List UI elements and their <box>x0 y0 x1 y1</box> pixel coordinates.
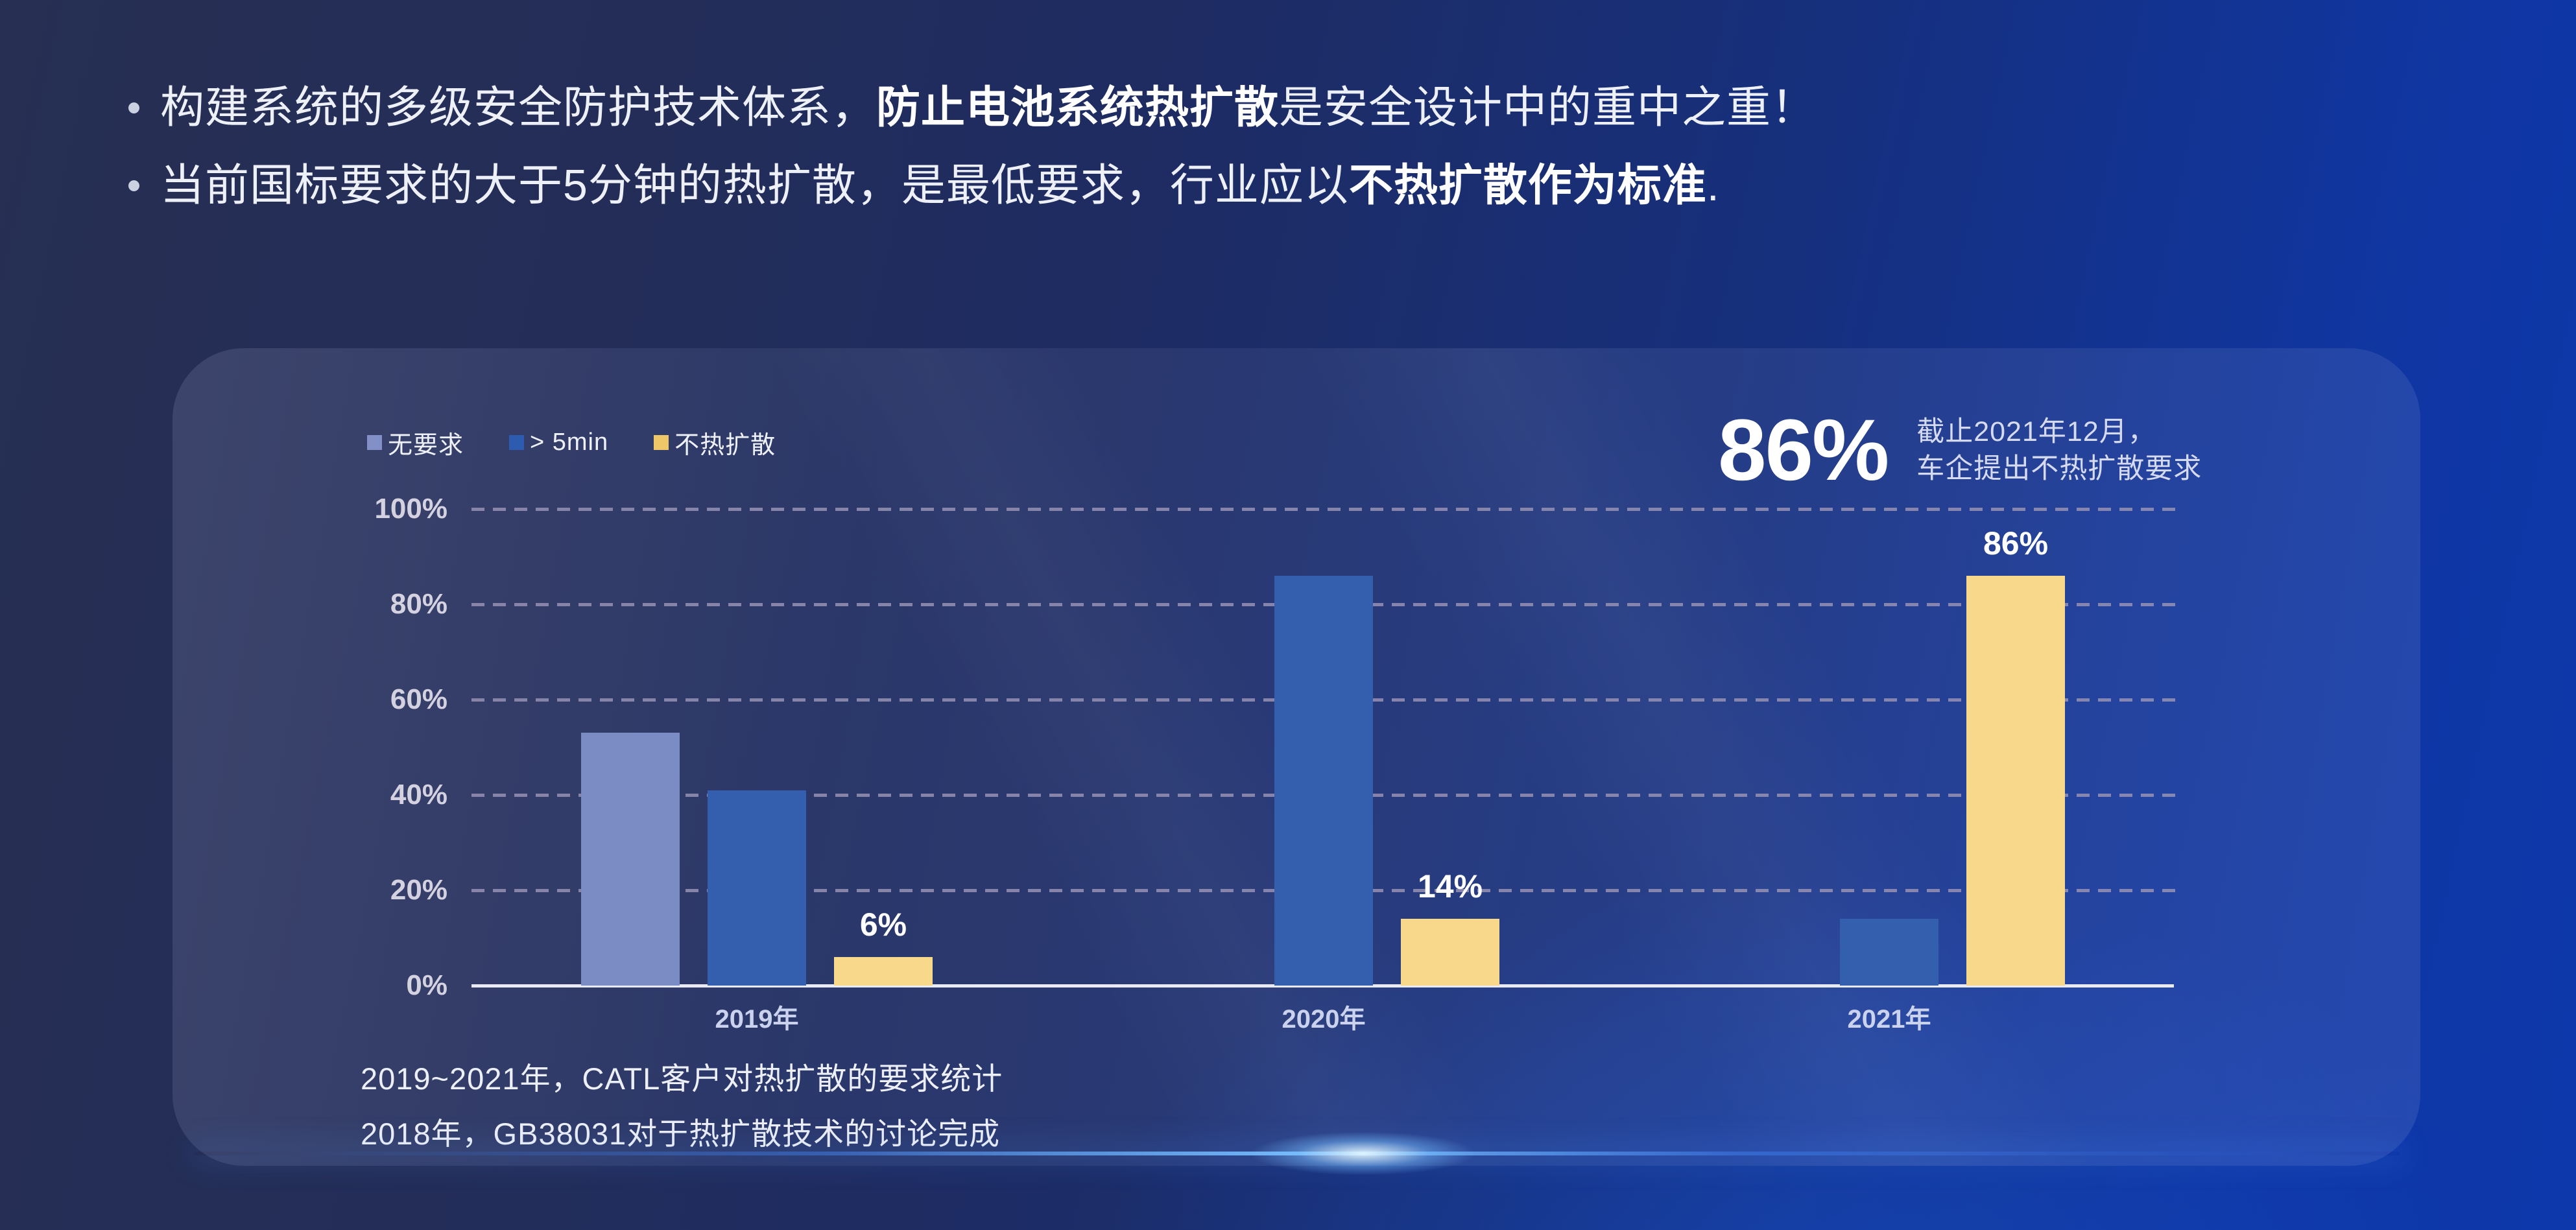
bar <box>581 733 680 986</box>
legend-item: 不热扩散 <box>654 425 776 460</box>
legend-item: 无要求 <box>367 425 464 460</box>
bullet-text-pre: 当前国标要求的大于5分钟的热扩散，是最低要求，行业应以 <box>160 161 1349 211</box>
gridline <box>471 508 2184 511</box>
callout-caption-line1: 截止2021年12月， <box>1916 416 2156 448</box>
chart-caption-line: 2018年，GB38031对于热扩散技术的讨论完成 <box>361 1117 1001 1151</box>
bottom-glow-divider <box>195 1132 2400 1175</box>
bar <box>1966 576 2065 986</box>
bar <box>1840 919 1938 986</box>
bullet-text-post: 是安全设计中的重中之重！ <box>1279 83 1817 132</box>
bullet-item: 当前国标要求的大于5分钟的热扩散，是最低要求，行业应以不热扩散作为标准. <box>128 161 1816 210</box>
bullet-text-bold: 防止电池系统热扩散 <box>876 83 1280 132</box>
chart-panel: 无要求 > 5min 不热扩散 86% 截止2021年12月， 车企提出不热扩散… <box>173 348 2420 1166</box>
chart-legend: 无要求 > 5min 不热扩散 <box>367 425 776 460</box>
legend-swatch-icon <box>654 435 669 450</box>
bullet-text-pre: 构建系统的多级安全防护技术体系， <box>160 83 877 132</box>
bullet-text: 构建系统的多级安全防护技术体系，防止电池系统热扩散是安全设计中的重中之重！ <box>160 83 1816 132</box>
bullet-dot-icon <box>128 180 139 192</box>
callout-caption-line2: 车企提出不热扩散要求 <box>1916 453 2202 484</box>
y-tick-label: 20% <box>390 874 447 906</box>
bullet-text-post: . <box>1706 161 1720 211</box>
bar-value-label: 86% <box>1983 525 2049 562</box>
bullet-text-bold: 不热扩散作为标准 <box>1348 161 1707 211</box>
highlight-callout: 86% 截止2021年12月， 车企提出不热扩散要求 <box>1718 388 2202 513</box>
legend-label: 不热扩散 <box>674 432 776 459</box>
bar-chart: 100% 80% 60% 40% 20% 0% 6% 14% 86% 2019年 2020年 2021… <box>173 348 2420 1166</box>
chart-caption-line: 2019~2021年，CATL客户对热扩散的要求统计 <box>361 1061 1003 1096</box>
y-tick-label: 40% <box>390 779 447 810</box>
bar <box>708 790 806 986</box>
bullet-list: 构建系统的多级安全防护技术体系，防止电池系统热扩散是安全设计中的重中之重！ 当前… <box>128 83 1816 210</box>
callout-value: 86% <box>1718 402 1889 499</box>
bullet-item: 构建系统的多级安全防护技术体系，防止电池系统热扩散是安全设计中的重中之重！ <box>128 83 1816 132</box>
x-tick-label: 2021年 <box>1847 1005 1931 1034</box>
y-tick-label: 60% <box>390 683 447 715</box>
x-tick-label: 2020年 <box>1282 1005 1366 1034</box>
y-tick-label: 100% <box>374 493 447 525</box>
bar <box>1274 576 1373 986</box>
legend-swatch-icon <box>367 435 382 450</box>
legend-label: > 5min <box>530 429 609 456</box>
y-tick-label: 0% <box>406 969 447 1001</box>
bar-value-label: 14% <box>1417 868 1483 905</box>
bullet-dot-icon <box>128 102 139 113</box>
legend-swatch-icon <box>509 435 525 450</box>
x-axis-line <box>471 984 2174 988</box>
x-tick-label: 2019年 <box>715 1005 799 1034</box>
callout-caption: 截止2021年12月， 车企提出不热扩散要求 <box>1916 414 2202 488</box>
bullet-text: 当前国标要求的大于5分钟的热扩散，是最低要求，行业应以不热扩散作为标准. <box>160 161 1720 210</box>
bar <box>834 957 933 986</box>
legend-label: 无要求 <box>388 432 464 459</box>
legend-item: > 5min <box>509 429 608 456</box>
bar-value-label: 6% <box>859 906 907 943</box>
bar <box>1401 919 1499 986</box>
y-tick-label: 80% <box>390 588 447 620</box>
